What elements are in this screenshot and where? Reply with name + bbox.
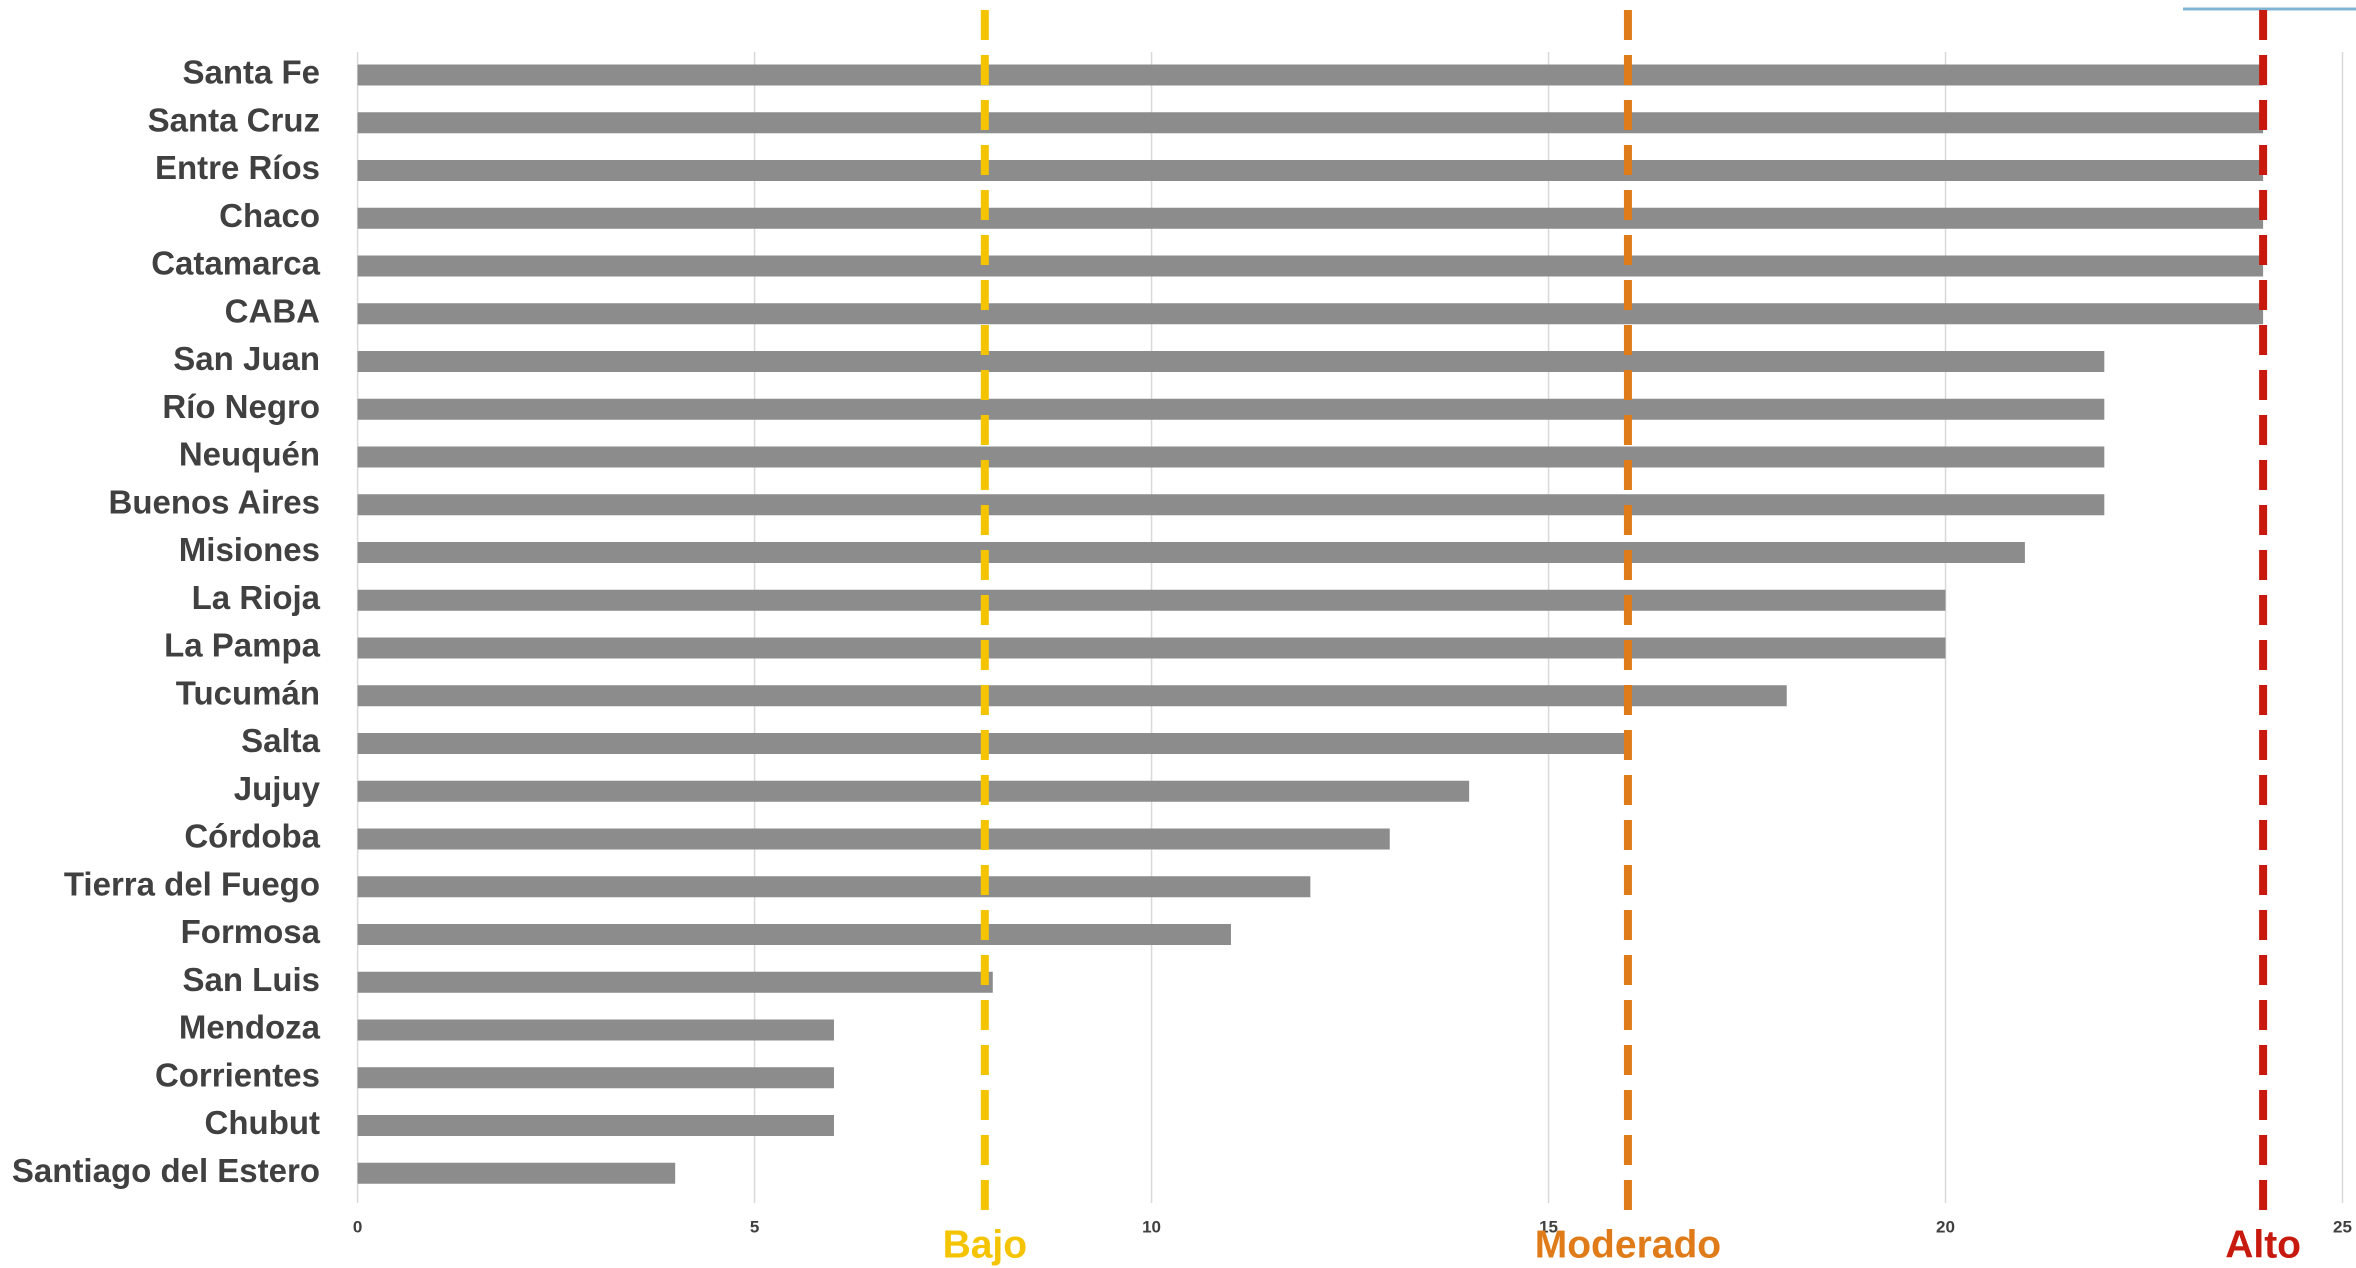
y-tick-label: La Rioja <box>192 579 321 616</box>
y-tick-label: Jujuy <box>234 770 321 807</box>
y-tick-label: Neuquén <box>179 436 320 473</box>
x-tick-label: 5 <box>750 1217 759 1236</box>
bar <box>357 1019 834 1041</box>
reference-label: Moderado <box>1535 1223 1721 1266</box>
y-tick-label: Santa Fe <box>182 54 320 91</box>
bar <box>357 589 1946 611</box>
x-tick-label: 10 <box>1142 1217 1161 1236</box>
bar <box>357 398 2105 420</box>
y-tick-label: Mendoza <box>179 1009 321 1046</box>
y-tick-label: Corrientes <box>155 1056 320 1093</box>
y-tick-label: Tucumán <box>176 674 320 711</box>
bar <box>357 876 1311 898</box>
y-tick-label: Río Negro <box>162 388 320 425</box>
bar <box>357 924 1231 945</box>
bar <box>357 1115 834 1136</box>
x-tick-label: 25 <box>2333 1217 2352 1236</box>
bar <box>357 828 1390 850</box>
y-tick-label: Chaco <box>219 197 320 234</box>
bar <box>357 1162 676 1184</box>
bar <box>357 351 2105 372</box>
bar <box>357 64 2264 86</box>
x-tick-label: 20 <box>1936 1217 1955 1236</box>
y-tick-label: Formosa <box>181 913 321 950</box>
y-tick-label: Salta <box>241 722 321 759</box>
reference-label: Bajo <box>943 1223 1028 1266</box>
y-tick-label: Tierra del Fuego <box>64 865 320 902</box>
bar <box>357 255 2264 277</box>
y-tick-label: San Juan <box>173 340 320 377</box>
y-tick-label: Catamarca <box>151 245 320 282</box>
y-tick-label: CABA <box>225 292 320 329</box>
bar <box>357 112 2264 134</box>
y-tick-label: Misiones <box>179 531 320 568</box>
y-tick-label: Córdoba <box>184 818 320 855</box>
bar <box>357 971 993 993</box>
bar <box>357 733 1628 754</box>
bar <box>357 494 2105 516</box>
y-tick-label: Chubut <box>205 1104 320 1141</box>
bar <box>357 685 1787 707</box>
x-tick-label: 0 <box>353 1217 362 1236</box>
y-tick-label: San Luis <box>182 961 320 998</box>
bar <box>357 303 2264 325</box>
y-tick-label: Santa Cruz <box>148 101 320 138</box>
reference-label: Alto <box>2225 1223 2301 1266</box>
y-tick-label: La Pampa <box>164 627 321 664</box>
x-tick-label: 15 <box>1539 1217 1558 1236</box>
bar <box>357 637 1946 659</box>
bar <box>357 780 1470 802</box>
y-tick-label: Entre Ríos <box>155 149 320 186</box>
bar <box>357 1067 834 1089</box>
bar <box>357 207 2264 229</box>
y-tick-label: Santiago del Estero <box>12 1152 320 1189</box>
bar <box>357 446 2105 468</box>
bar <box>357 542 2025 563</box>
bar <box>357 160 2264 181</box>
y-tick-label: Buenos Aires <box>108 483 320 520</box>
